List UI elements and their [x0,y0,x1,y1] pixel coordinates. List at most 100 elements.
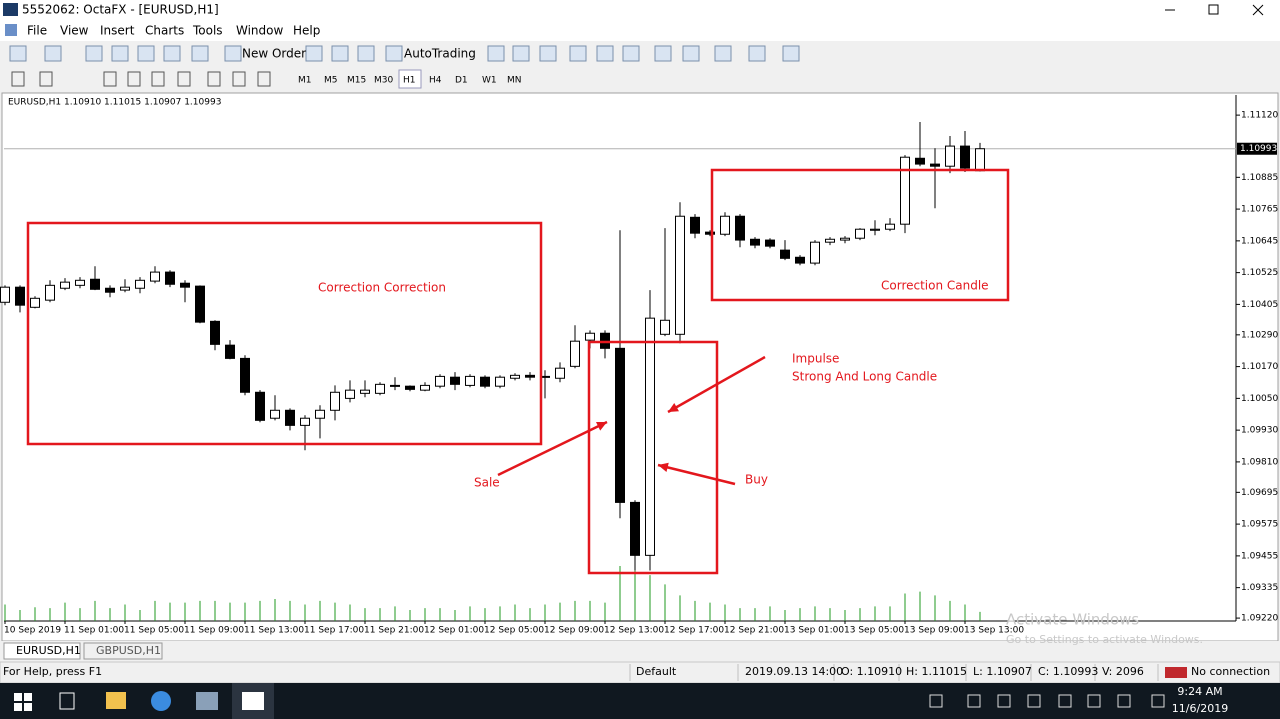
candle-body [30,297,40,308]
chart-tab-label[interactable]: EURUSD,H1 [16,644,81,657]
toolbar-button[interactable] [782,45,800,62]
toolbar-button[interactable] [9,45,27,62]
toolbar-button[interactable] [163,45,181,62]
toolbar-button[interactable] [44,45,62,62]
candle-body [495,376,505,387]
toolbar-button[interactable] [654,45,672,62]
timeframe-button[interactable]: MN [507,76,522,86]
toolbar-button[interactable] [714,45,732,62]
start-button[interactable] [14,693,32,711]
browser-icon[interactable] [151,691,171,711]
toolbar-button[interactable] [596,45,614,62]
drawing-tool[interactable] [177,71,191,87]
candle-body [330,391,340,411]
candle-body [885,223,895,230]
toolbar-button[interactable] [682,45,700,62]
close-button[interactable] [1252,4,1264,16]
toolbar-button[interactable] [305,45,323,62]
timeframe-button[interactable]: M15 [347,76,366,86]
octafx-taskbar-icon[interactable] [242,692,264,710]
toolbar-2 [0,67,1280,91]
toolbar-button[interactable] [191,45,209,62]
toolbar-button[interactable] [487,45,505,62]
drawing-tool[interactable] [151,71,165,87]
explorer-icon[interactable] [106,692,126,709]
drawing-tool[interactable] [127,71,141,87]
menu-item[interactable]: Tools [192,24,223,38]
restore-button[interactable] [1208,4,1219,15]
y-tick-label: 1.09220 [1241,614,1278,624]
x-tick-label: 13 Sep 05:00 [844,626,904,636]
new-order-button[interactable]: New Order [242,47,306,61]
candle-body [45,284,55,301]
drawing-tool[interactable] [11,71,25,87]
task-view[interactable] [59,692,75,710]
drawing-tool[interactable] [232,71,246,87]
toolbar-button[interactable] [748,45,766,62]
timeframe-button[interactable]: D1 [455,76,468,86]
chart-tab[interactable] [83,642,163,660]
candle-body [0,286,10,303]
timeframe-button[interactable]: M1 [298,76,312,86]
candle-body [555,367,565,379]
autotrading-button[interactable]: AutoTrading [404,47,476,61]
x-tick-label: 10 Sep 2019 [4,626,61,636]
tray-icon[interactable] [967,694,981,708]
menu-item[interactable]: File [27,24,47,38]
tray-icon[interactable] [929,694,943,708]
candle-body [960,145,970,169]
chart-menu-icon [5,24,17,36]
menu-item[interactable]: Insert [100,24,135,38]
drawing-tool[interactable] [103,71,117,87]
menu-item[interactable]: Charts [145,24,184,38]
candle-body [705,231,715,235]
toolbar-button[interactable] [357,45,375,62]
toolbar-button[interactable] [539,45,557,62]
tray-icon[interactable] [1027,694,1041,708]
tray-icon[interactable] [1117,694,1131,708]
app-icon-2[interactable] [196,692,218,710]
candle-body [255,391,265,421]
tray-icon[interactable] [1151,694,1165,708]
status-open: O: 1.10910 [841,665,902,678]
chart-tab-label[interactable]: GBPUSD,H1 [96,644,161,657]
annotation-text: Impulse [792,352,839,366]
timeframe-button[interactable]: M30 [374,76,393,86]
timeframe-button[interactable]: H4 [429,76,442,86]
annotation-arrow [497,420,608,477]
toolbar-button[interactable] [111,45,129,62]
toolbar-button[interactable] [331,45,349,62]
toolbar [0,42,1280,66]
toolbar-button[interactable] [85,45,103,62]
y-tick-label: 1.10290 [1241,330,1278,340]
y-tick-label: 1.09930 [1241,426,1278,436]
toolbar-button[interactable] [569,45,587,62]
drawing-tool[interactable] [207,71,221,87]
menu-item[interactable]: Help [293,24,320,38]
candle-body [630,501,640,556]
toolbar-button[interactable] [224,45,242,62]
toolbar-button[interactable] [385,45,403,62]
menu-item[interactable]: Window [236,24,284,38]
timeframe-button[interactable]: H1 [403,76,416,86]
tray-icon[interactable] [1058,694,1072,708]
chart-tab[interactable] [3,642,81,660]
tray-icon[interactable] [997,694,1011,708]
candle-body [660,319,670,335]
tray-icon[interactable] [1087,694,1101,708]
candle-body [480,376,490,387]
drawing-tool[interactable] [257,71,271,87]
timeframe-button[interactable]: M5 [324,76,338,86]
toolbar-button[interactable] [137,45,155,62]
timeframe-button[interactable]: W1 [482,76,497,86]
y-tick-label: 1.09455 [1241,551,1278,561]
y-tick-label: 1.10885 [1241,173,1278,183]
candle-body [180,282,190,288]
drawing-tool[interactable] [39,71,53,87]
menu-item[interactable]: View [60,24,89,38]
toolbar-button[interactable] [622,45,640,62]
x-tick-label: 13 Sep 13:00 [964,626,1024,636]
toolbar-button[interactable] [512,45,530,62]
timeframe-active [398,69,422,89]
